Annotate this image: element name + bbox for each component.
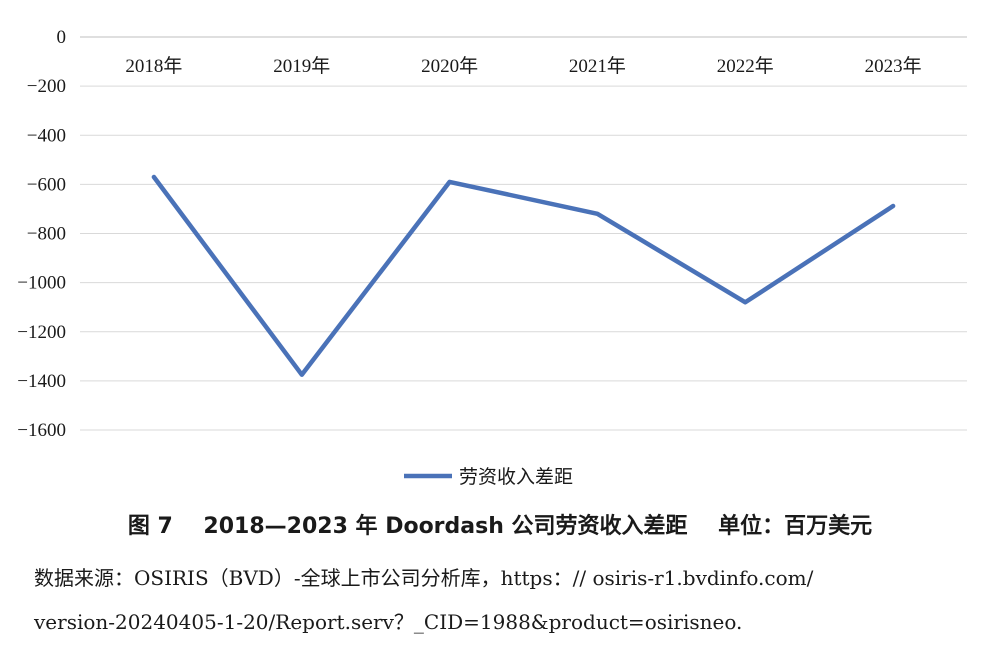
y-tick-label: 0: [57, 27, 67, 48]
x-tick-label: 2019年: [273, 55, 330, 77]
y-tick-label: −800: [27, 224, 66, 245]
x-tick-label: 2023年: [865, 55, 922, 77]
gridlines: [80, 36, 967, 431]
x-tick-label: 2022年: [717, 55, 774, 77]
x-tick-label: 2018年: [125, 55, 182, 77]
source-line-2: version-20240405-1-20/Report.serv？_CID=1…: [34, 610, 743, 634]
x-tick-label: 2021年: [569, 55, 626, 77]
x-axis: 2018年 2019年 2020年 2021年 2022年 2023年: [125, 55, 921, 77]
y-tick-label: −1600: [17, 420, 66, 441]
series-line: [151, 174, 896, 377]
y-axis: 0 −200 −400 −600 −800 −1000 −1200 −1400 −1600: [17, 27, 66, 441]
line-chart: 0 −200 −400 −600 −800 −1000 −1200 −1400 −1600 20…: [17, 27, 967, 488]
x-tick-label: 2020年: [421, 55, 478, 77]
y-tick-label: −600: [27, 174, 66, 195]
y-tick-label: −400: [27, 125, 66, 146]
source-line-1: 数据来源：OSIRIS（BVD）-全球上市公司分析库，https：// osir…: [34, 566, 814, 590]
y-tick-label: −1200: [17, 322, 66, 343]
y-tick-label: −1400: [17, 371, 66, 392]
figure-caption: 图 7 2018—2023 年 Doordash 公司劳资收入差距 单位：百万美…: [127, 514, 873, 539]
y-tick-label: −200: [27, 76, 66, 97]
series-layer: [151, 174, 896, 377]
legend: 劳资收入差距: [404, 466, 573, 488]
y-tick-label: −1000: [17, 273, 66, 294]
legend-label: 劳资收入差距: [459, 466, 573, 488]
